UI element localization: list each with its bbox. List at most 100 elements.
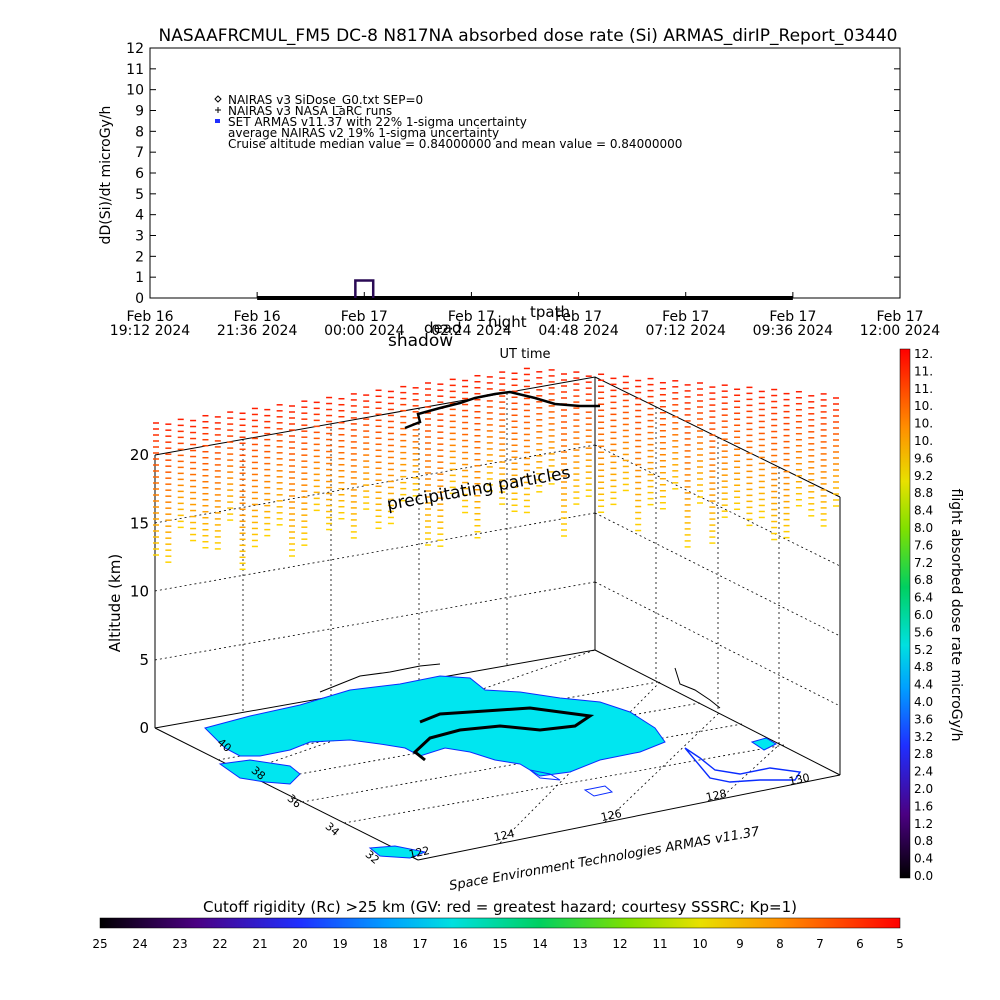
overlay-tpath: tpath bbox=[530, 303, 570, 321]
plot-frame bbox=[149, 47, 901, 299]
legend-plus-icon bbox=[215, 107, 221, 113]
rigidity-colorbar-tick-label: 11 bbox=[652, 937, 667, 951]
rigidity-colorbar-tick-label: 24 bbox=[132, 937, 147, 951]
longitude-ticks: 122 124 126 128 130 bbox=[408, 771, 811, 861]
rigidity-colorbar-tick-label: 17 bbox=[412, 937, 427, 951]
ground-track-east bbox=[674, 667, 721, 709]
dose-colorbar-tick-label: 0.8 bbox=[914, 834, 933, 848]
latitude-tick-label: 34 bbox=[323, 820, 342, 839]
altitude-tick-label: 20 bbox=[130, 446, 149, 464]
dose-colorbar-tick-label: 11. bbox=[914, 382, 933, 396]
dose-colorbar-tick-label: 2.4 bbox=[914, 765, 933, 779]
x-tick-time: 07:12 2024 bbox=[645, 323, 726, 339]
dose-colorbar-tick-label: 7.2 bbox=[914, 556, 933, 570]
longitude-tick-label: 124 bbox=[493, 827, 516, 844]
x-tick-time: 21:36 2024 bbox=[217, 323, 298, 339]
rigidity-colorbar-tick-label: 25 bbox=[92, 937, 107, 951]
rigidity-colorbar-tick-label: 5 bbox=[896, 937, 904, 951]
dose-colorbar-tick-label: 1.6 bbox=[914, 799, 933, 813]
dose-colorbar-gradient bbox=[899, 348, 911, 879]
y-tick-label: 9 bbox=[135, 104, 144, 120]
legend-entry: average NAIRAS v2 19% 1-sigma uncertaint… bbox=[228, 126, 499, 140]
x-tick-date: Feb 17 bbox=[876, 309, 923, 325]
legend-entry: NAIRAS v3 SiDose_G0.txt SEP=0 bbox=[228, 93, 423, 107]
rigidity-colorbar: Cutoff rigidity (Rc) >25 km (GV: red = g… bbox=[92, 898, 903, 951]
altitude-axis-label: Altitude (km) bbox=[106, 554, 124, 652]
rigidity-colorbar-tick-label: 13 bbox=[572, 937, 587, 951]
rigidity-colorbar-tick-label: 22 bbox=[212, 937, 227, 951]
x-tick-time: 12:00 2024 bbox=[860, 323, 941, 339]
x-tick-time: 09:36 2024 bbox=[753, 323, 834, 339]
x-tick-date: Feb 17 bbox=[555, 309, 602, 325]
y-tick-label: 6 bbox=[135, 166, 144, 182]
longitude-tick-label: 128 bbox=[705, 787, 728, 804]
box-grid bbox=[154, 393, 841, 844]
x-tick-date: Feb 17 bbox=[769, 309, 816, 325]
y-tick-label: 0 bbox=[135, 291, 144, 307]
rigidity-colorbar-tick-label: 19 bbox=[332, 937, 347, 951]
series-spike bbox=[354, 279, 375, 298]
precipitating-particle-field bbox=[153, 367, 839, 571]
legend-entry: Cruise altitude median value = 0.8400000… bbox=[228, 137, 682, 151]
x-tick-time: 00:00 2024 bbox=[324, 323, 405, 339]
dose-colorbar-tick-label: 8.8 bbox=[914, 486, 933, 500]
y-tick-label: 12 bbox=[126, 41, 144, 57]
rigidity-colorbar-gradient bbox=[99, 917, 901, 929]
ground-track bbox=[412, 706, 595, 762]
rigidity-colorbar-tick-label: 18 bbox=[372, 937, 387, 951]
dose-colorbar-label: flight absorbed dose rate microGy/h bbox=[948, 489, 964, 742]
x-tick-time: 19:12 2024 bbox=[110, 323, 191, 339]
rigidity-colorbar-tick-label: 21 bbox=[252, 937, 267, 951]
y-tick-label: 4 bbox=[135, 208, 144, 224]
legend-diamond-icon bbox=[214, 95, 222, 103]
rigidity-colorbar-tick-label: 7 bbox=[816, 937, 824, 951]
overlay-dead: dead bbox=[424, 319, 461, 337]
altitude-tick-label: 15 bbox=[130, 514, 149, 532]
overlay-night: night bbox=[488, 313, 527, 331]
y-tick-label: 1 bbox=[135, 270, 144, 286]
rigidity-colorbar-tick-label: 9 bbox=[736, 937, 744, 951]
altitude-tick-label: 10 bbox=[130, 583, 149, 601]
ground-track-west bbox=[319, 663, 441, 693]
legend-dot-icon bbox=[215, 119, 220, 123]
dose-colorbar-tick-label: 2.8 bbox=[914, 747, 933, 761]
dose-colorbar-tick-label: 8.4 bbox=[914, 504, 933, 518]
x-tick-date: Feb 17 bbox=[341, 309, 388, 325]
dose-colorbar-tick-label: 10. bbox=[914, 399, 933, 413]
rigidity-colorbar-tick-label: 20 bbox=[292, 937, 307, 951]
rigidity-colorbar-tick-label: 8 bbox=[776, 937, 784, 951]
rigidity-colorbar-tick-label: 14 bbox=[532, 937, 547, 951]
rigidity-colorbar-tick-label: 15 bbox=[492, 937, 507, 951]
dose-colorbar-tick-label: 5.6 bbox=[914, 625, 933, 639]
dose-colorbar-tick-label: 6.4 bbox=[914, 591, 933, 605]
altitude-ticks: 0 5 10 15 20 bbox=[130, 446, 149, 737]
dose-colorbar-tick-label: 9.2 bbox=[914, 469, 933, 483]
dose-colorbar-tick-label: 0.4 bbox=[914, 852, 933, 866]
altitude-tick-label: 0 bbox=[139, 719, 149, 737]
altitude-tick-label: 5 bbox=[139, 651, 149, 669]
dose-colorbar-tick-label: 5.2 bbox=[914, 643, 933, 657]
y-tick-label: 7 bbox=[135, 145, 144, 161]
y-tick-label: 8 bbox=[135, 124, 144, 140]
rigidity-colorbar-tick-label: 23 bbox=[172, 937, 187, 951]
rigidity-colorbar-tick-label: 6 bbox=[856, 937, 864, 951]
dose-colorbar: 0.0 0.4 0.8 1.2 1.6 2.0 2.4 2.8 3.2 3.6 4.0 4.4 4.8 5… bbox=[899, 347, 964, 883]
dose-colorbar-tick-label: 10. bbox=[914, 417, 933, 431]
dose-colorbar-tick-label: 4.8 bbox=[914, 660, 933, 674]
land-mass bbox=[204, 675, 802, 859]
dose-colorbar-tick-label: 9.6 bbox=[914, 451, 933, 465]
rigidity-colorbar-ticks: 25 24 23 22 21 20 19 18 17 16 15 14 13 12 11 10 9 8 7 6 5 bbox=[92, 937, 903, 951]
rigidity-colorbar-label: Cutoff rigidity (Rc) >25 km (GV: red = g… bbox=[203, 898, 797, 916]
x-tick-date: Feb 17 bbox=[448, 309, 495, 325]
overlay-shadow: shadow bbox=[388, 331, 453, 351]
x-tick-date: Feb 16 bbox=[234, 309, 281, 325]
chart-title: NASAAFRCMUL_FM5 DC-8 N817NA absorbed dos… bbox=[159, 26, 898, 46]
dose-colorbar-tick-label: 4.0 bbox=[914, 695, 933, 709]
legend-entry: NAIRAS v3 NASA LaRC runs bbox=[228, 104, 392, 118]
longitude-tick-label: 130 bbox=[788, 771, 811, 788]
dose-colorbar-tick-label: 8.0 bbox=[914, 521, 933, 535]
